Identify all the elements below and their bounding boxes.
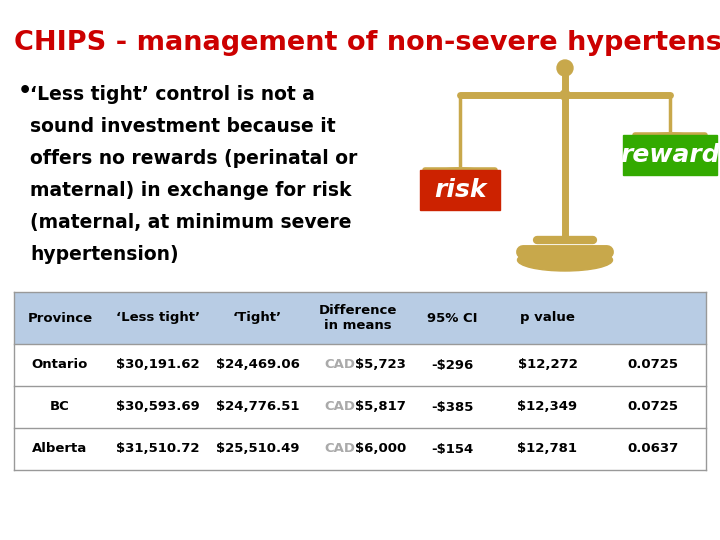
Ellipse shape [518, 249, 613, 271]
Text: $25,510.49: $25,510.49 [216, 442, 300, 456]
FancyBboxPatch shape [623, 135, 717, 175]
FancyBboxPatch shape [14, 344, 706, 386]
Text: CAD: CAD [325, 442, 356, 456]
Text: offers no rewards (perinatal or: offers no rewards (perinatal or [30, 149, 357, 168]
Text: Province: Province [27, 312, 93, 325]
Text: sound investment because it: sound investment because it [30, 117, 336, 136]
Text: -$385: -$385 [431, 401, 474, 414]
Text: -$154: -$154 [431, 442, 474, 456]
Text: Ontario: Ontario [32, 359, 88, 372]
Text: $31,510.72: $31,510.72 [116, 442, 199, 456]
Text: maternal) in exchange for risk: maternal) in exchange for risk [30, 181, 351, 200]
Text: -$296: -$296 [431, 359, 474, 372]
Text: 95% CI: 95% CI [427, 312, 478, 325]
Text: hypertension): hypertension) [30, 245, 179, 264]
Text: •: • [18, 81, 32, 101]
Text: $24,469.06: $24,469.06 [215, 359, 300, 372]
Text: $30,191.62: $30,191.62 [116, 359, 200, 372]
FancyBboxPatch shape [14, 292, 706, 344]
Text: BC: BC [50, 401, 70, 414]
Text: Alberta: Alberta [32, 442, 88, 456]
Text: p value: p value [520, 312, 575, 325]
Text: ‘Less tight’: ‘Less tight’ [116, 312, 200, 325]
FancyBboxPatch shape [420, 170, 500, 210]
Text: (maternal, at minimum severe: (maternal, at minimum severe [30, 213, 351, 232]
Text: 0.0725: 0.0725 [628, 359, 678, 372]
FancyBboxPatch shape [14, 428, 706, 470]
Text: ‘Less tight’ control is not a: ‘Less tight’ control is not a [30, 85, 315, 104]
Text: CAD: CAD [325, 359, 356, 372]
Text: 0.0637: 0.0637 [627, 442, 679, 456]
Text: $5,723: $5,723 [356, 359, 406, 372]
Text: $30,593.69: $30,593.69 [116, 401, 200, 414]
Text: $6,000: $6,000 [356, 442, 407, 456]
Text: $12,781: $12,781 [518, 442, 577, 456]
Circle shape [557, 60, 573, 76]
Text: 0.0725: 0.0725 [628, 401, 678, 414]
Text: $12,349: $12,349 [518, 401, 577, 414]
Text: Difference
in means: Difference in means [318, 304, 397, 332]
Text: CAD: CAD [325, 401, 356, 414]
Text: CHIPS - management of non-severe hypertension: CHIPS - management of non-severe hyperte… [14, 30, 720, 56]
FancyBboxPatch shape [14, 386, 706, 428]
Text: reward: reward [620, 143, 720, 167]
Text: $12,272: $12,272 [518, 359, 577, 372]
Text: risk: risk [433, 178, 486, 202]
Text: $5,817: $5,817 [356, 401, 406, 414]
Text: ‘Tight’: ‘Tight’ [233, 312, 282, 325]
Text: $24,776.51: $24,776.51 [216, 401, 300, 414]
Circle shape [560, 90, 570, 100]
